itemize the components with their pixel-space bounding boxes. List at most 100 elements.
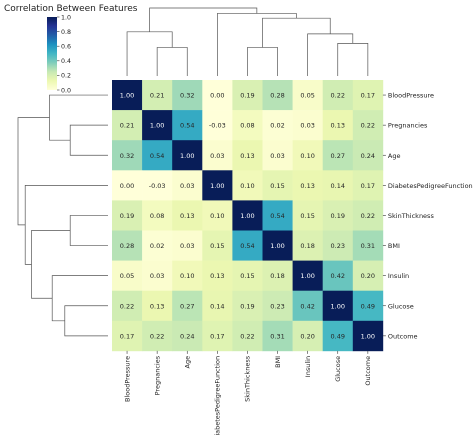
- colorbar-tick-label: 0.6: [61, 44, 71, 51]
- dendrogram-branch: [31, 230, 71, 299]
- colorbar-tick-label: 0.4: [61, 58, 71, 65]
- cell-value-label: 0.03: [270, 152, 284, 160]
- cell-value-label: 1.00: [361, 332, 375, 340]
- heatmap-cell-3-7: [322, 170, 354, 201]
- heatmap-cell-5-7: [322, 230, 354, 261]
- heatmap-cell-1-4: [232, 110, 263, 141]
- heatmap-cell-8-6: [292, 320, 323, 352]
- heatmap-cell-4-2: [172, 200, 203, 231]
- cell-value-label: 0.19: [240, 92, 254, 100]
- heatmap-cell-5-1: [142, 230, 173, 261]
- heatmap-cell-3-5: [262, 170, 293, 201]
- cell-value-label: 0.03: [180, 182, 194, 190]
- heatmap-cell-0-6: [292, 80, 323, 111]
- row-label: Insulin: [388, 272, 409, 280]
- heatmap-cell-0-1: [142, 80, 173, 111]
- cell-value-label: 0.03: [300, 122, 314, 130]
- row-label: DiabetesPedigreeFunction: [388, 182, 473, 190]
- cell-value-label: 0.23: [270, 302, 284, 310]
- cell-value-label: 0.18: [270, 272, 284, 280]
- cell-value-label: 1.00: [120, 92, 134, 100]
- heatmap-cell-2-5: [262, 140, 293, 171]
- heatmap-cell-3-3: [202, 170, 233, 201]
- heatmap-cell-4-6: [292, 200, 323, 231]
- cell-value-label: 1.00: [331, 302, 345, 310]
- heatmap-cell-3-6: [292, 170, 323, 201]
- heatmap-cell-2-0: [112, 140, 143, 171]
- heatmap-cell-4-0: [112, 200, 143, 231]
- cell-value-label: 0.14: [331, 182, 345, 190]
- heatmap-cell-3-4: [232, 170, 263, 201]
- heatmap-cell-7-0: [112, 290, 143, 322]
- dendrogram-branch: [149, 7, 258, 32]
- cell-value-label: 0.22: [150, 332, 164, 340]
- column-label: Age: [184, 356, 192, 369]
- heatmap-cell-3-1: [142, 170, 173, 201]
- heatmap-cell-6-2: [172, 260, 203, 291]
- cell-value-label: 0.08: [240, 122, 254, 130]
- heatmap-cell-8-3: [202, 320, 233, 352]
- cell-value-label: 0.17: [361, 182, 375, 190]
- cell-value-label: 0.19: [120, 212, 134, 220]
- heatmap-cell-7-5: [262, 290, 293, 322]
- cell-value-label: 0.15: [270, 182, 284, 190]
- heatmap-cell-8-7: [322, 320, 354, 352]
- heatmap-cell-2-4: [232, 140, 263, 171]
- cell-value-label: 1.00: [240, 212, 254, 220]
- heatmap-cell-3-2: [172, 170, 203, 201]
- heatmap-cell-1-7: [322, 110, 354, 141]
- heatmap-cell-0-8: [352, 80, 384, 111]
- heatmap-cell-5-2: [172, 230, 203, 261]
- heatmap-cell-6-3: [202, 260, 233, 291]
- heatmap-cell-5-4: [232, 230, 263, 261]
- cell-value-label: 0.49: [361, 302, 375, 310]
- dendrogram-branch: [64, 305, 108, 337]
- cell-value-label: 0.22: [361, 122, 375, 130]
- cell-value-label: 0.31: [361, 242, 375, 250]
- cell-value-label: 1.00: [270, 242, 284, 250]
- cell-value-label: 0.10: [240, 182, 254, 190]
- cell-value-label: 0.21: [150, 92, 164, 100]
- cell-value-label: -0.03: [149, 182, 166, 190]
- cell-value-label: 0.54: [180, 122, 194, 130]
- cell-value-label: 0.54: [270, 212, 284, 220]
- heatmap-cell-1-5: [262, 110, 293, 141]
- heatmap-cell-2-7: [322, 140, 354, 171]
- column-label: Glucose: [334, 356, 342, 382]
- heatmap-cell-7-7: [322, 290, 354, 322]
- heatmap-cell-2-8: [352, 140, 384, 171]
- row-label: Outcome: [388, 332, 418, 340]
- heatmap-cell-4-5: [262, 200, 293, 231]
- heatmap-cell-6-6: [292, 260, 323, 291]
- heatmap-cell-4-1: [142, 200, 173, 231]
- cell-value-label: 0.02: [270, 122, 284, 130]
- dendrogram-branch: [217, 13, 297, 76]
- heatmap-cell-6-4: [232, 260, 263, 291]
- heatmap-cell-5-3: [202, 230, 233, 261]
- heatmap-cell-3-8: [352, 170, 384, 201]
- heatmap-cell-7-8: [352, 290, 384, 322]
- heatmap-cell-2-3: [202, 140, 233, 171]
- cell-value-label: 0.22: [361, 212, 375, 220]
- cell-value-label: 0.17: [120, 332, 134, 340]
- colorbar-tick-label: 1.0: [61, 14, 71, 21]
- cell-value-label: 0.20: [300, 332, 314, 340]
- heatmap-cell-7-3: [202, 290, 233, 322]
- cell-value-label: 0.22: [331, 92, 345, 100]
- cell-value-label: 0.31: [270, 332, 284, 340]
- dendrogram-branch: [69, 215, 108, 246]
- cell-value-label: 0.22: [240, 332, 254, 340]
- heatmap-cell-8-5: [262, 320, 293, 352]
- heatmap-cell-5-6: [292, 230, 323, 261]
- cell-value-label: 0.19: [331, 212, 345, 220]
- heatmap-cell-5-8: [352, 230, 384, 261]
- row-label: BloodPressure: [388, 92, 434, 100]
- column-labels: BloodPressure Pregnancies Age DiabetesPedig…: [123, 350, 372, 436]
- chart-title: Correlation Between Features: [4, 4, 138, 14]
- cell-value-label: 1.00: [180, 152, 194, 160]
- cell-value-label: 0.03: [180, 242, 194, 250]
- column-label: Pregnancies: [153, 355, 161, 395]
- dendrogram-branch: [24, 185, 108, 265]
- heatmap-cell-6-1: [142, 260, 173, 291]
